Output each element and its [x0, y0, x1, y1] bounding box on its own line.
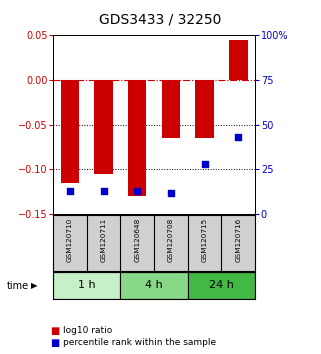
Text: GSM120716: GSM120716 [235, 218, 241, 262]
Bar [229, 40, 247, 80]
Bar [128, 80, 146, 196]
Text: percentile rank within the sample: percentile rank within the sample [63, 338, 216, 347]
Text: time: time [6, 281, 29, 291]
Text: ■: ■ [50, 326, 59, 336]
Point [67, 188, 72, 194]
Point [202, 161, 207, 167]
Text: GSM120715: GSM120715 [202, 218, 208, 262]
Bar [195, 80, 214, 138]
Text: GSM120648: GSM120648 [134, 218, 140, 262]
Bar [94, 80, 113, 174]
Bar [188, 272, 255, 299]
Point [134, 188, 140, 194]
Bar [120, 272, 188, 299]
Point [101, 188, 106, 194]
Bar [61, 80, 79, 183]
Text: GSM120711: GSM120711 [100, 218, 107, 262]
Text: 1 h: 1 h [78, 280, 95, 290]
Text: log10 ratio: log10 ratio [63, 326, 112, 336]
Text: GSM120708: GSM120708 [168, 218, 174, 262]
Text: 4 h: 4 h [145, 280, 163, 290]
Text: GDS3433 / 32250: GDS3433 / 32250 [99, 12, 222, 27]
Text: 24 h: 24 h [209, 280, 234, 290]
Point [168, 190, 173, 195]
Bar [162, 80, 180, 138]
Text: ▶: ▶ [30, 281, 37, 290]
Point [236, 135, 241, 140]
Text: GSM120710: GSM120710 [67, 218, 73, 262]
Text: ■: ■ [50, 338, 59, 348]
Bar [53, 272, 120, 299]
